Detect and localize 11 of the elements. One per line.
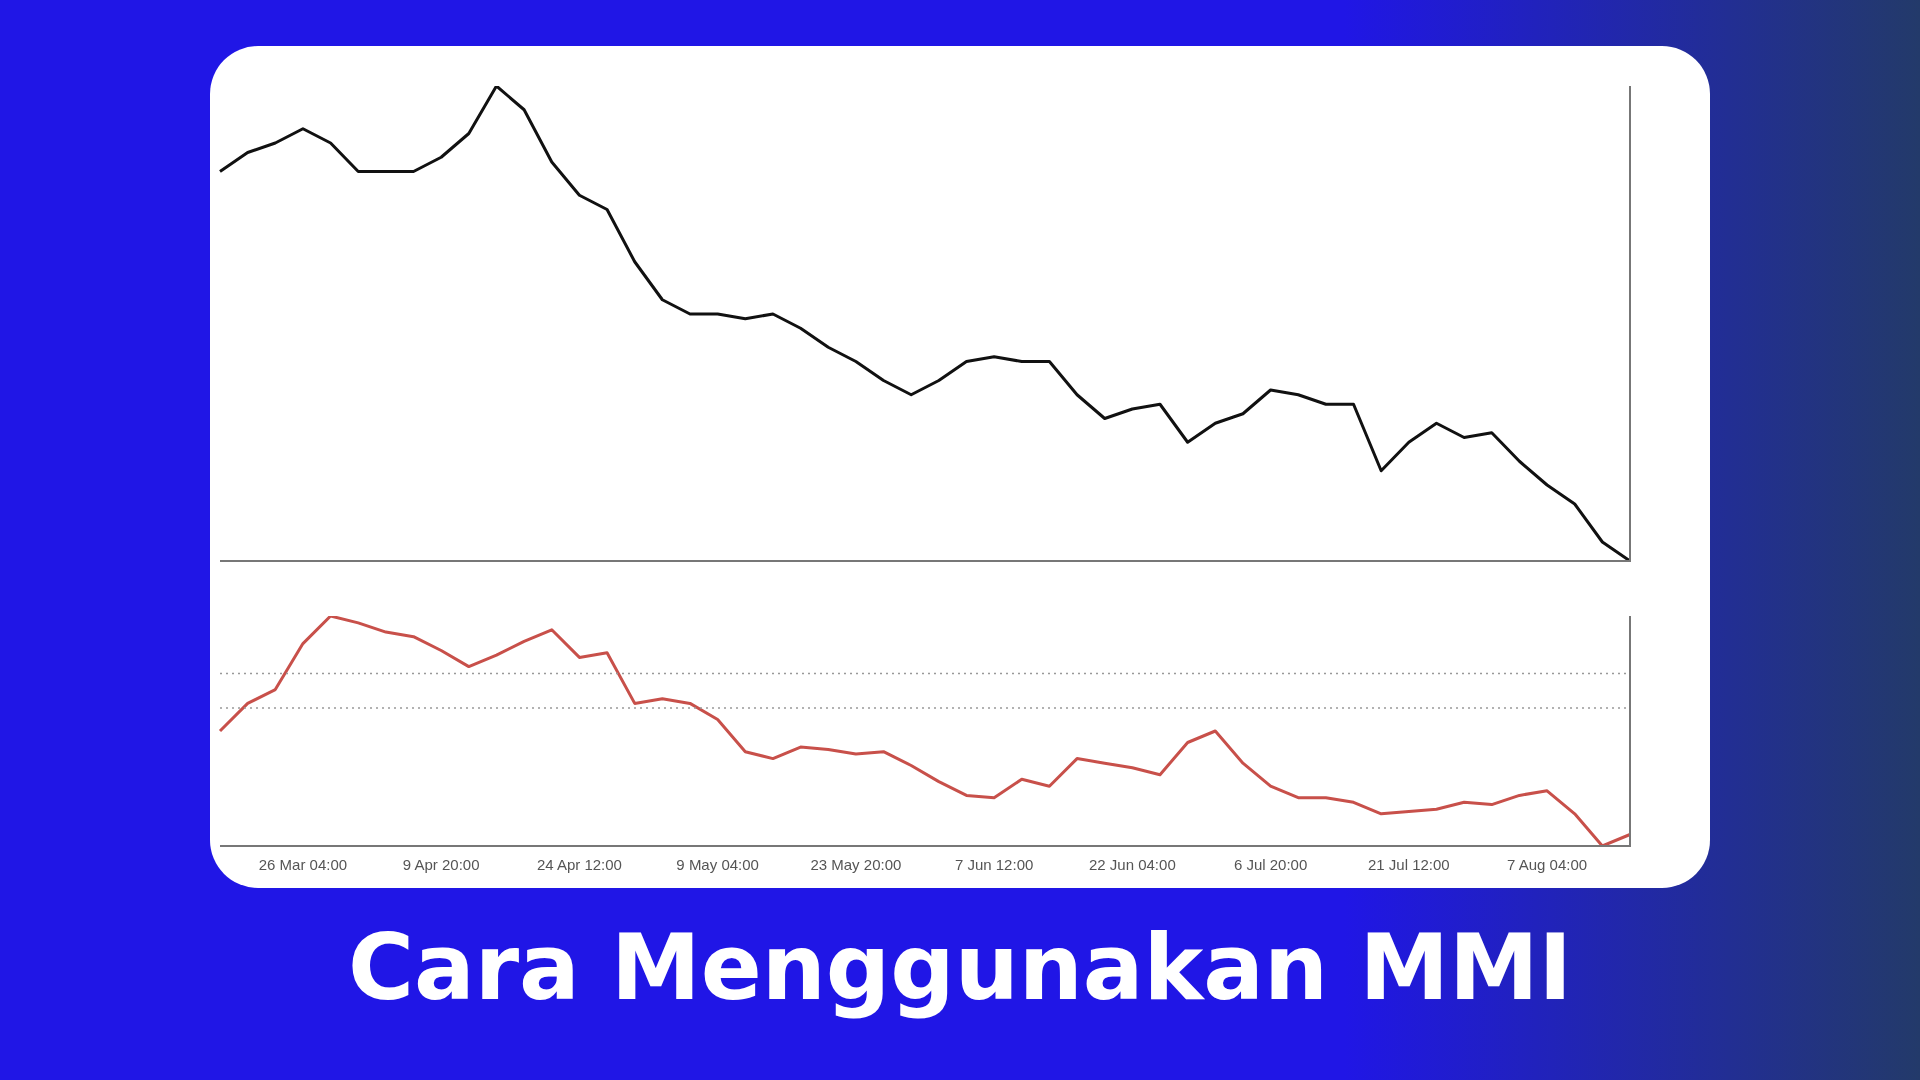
text: Cara Menggunakan MMI [346, 915, 1574, 1020]
x-tick-label: 9 Apr 20:00 [402, 856, 480, 874]
x-tick-label: 7 Jun 12:00 [954, 856, 1034, 874]
x-tick-label: 22 Jun 04:00 [1088, 856, 1176, 874]
x-tick-label: 9 May 04:00 [676, 856, 759, 874]
x-tick-label: 24 Apr 12:00 [536, 856, 622, 874]
x-tick-label: 26 Mar 04:00 [258, 856, 348, 874]
x-tick-label: 21 Jul 12:00 [1367, 856, 1450, 874]
x-tick-label: 23 May 20:00 [810, 856, 902, 874]
x-tick-label: 7 Aug 04:00 [1507, 856, 1588, 874]
x-tick-label: 6 Jul 20:00 [1233, 856, 1308, 874]
